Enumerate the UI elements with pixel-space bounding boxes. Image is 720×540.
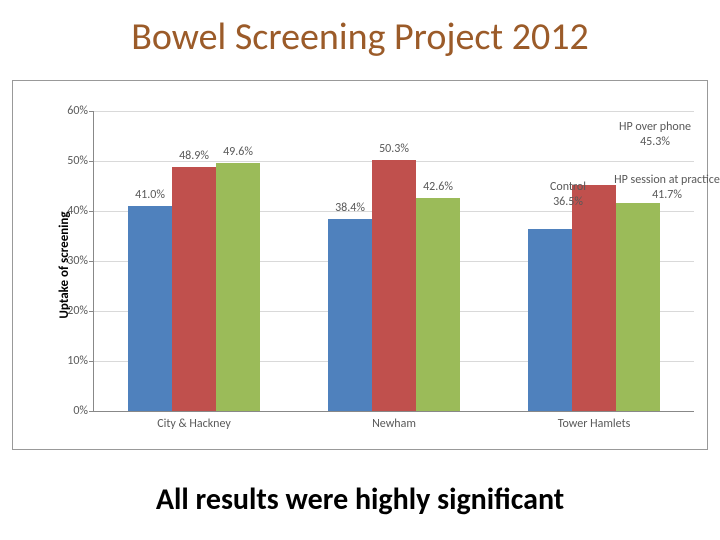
x-tick-label: City & Hackney [157,417,231,431]
y-tick-mark [89,161,94,162]
y-tick-mark [89,311,94,312]
bar-data-label: 42.6% [423,180,453,194]
footer-text: All results were highly significant [0,481,720,518]
bar [416,198,460,411]
y-tick-mark [89,211,94,212]
x-tick-label: Tower Hamlets [558,417,631,431]
y-tick-label: 20% [67,304,88,318]
bar [216,163,260,411]
bar-chart: Uptake of screening 0%10%20%30%40%50%60%… [12,80,708,450]
y-tick-label: 40% [67,204,88,218]
legend-label: HP over phone45.3% [619,120,691,150]
y-tick-mark [89,111,94,112]
bar [572,185,616,412]
plot-area: 0%10%20%30%40%50%60%City & Hackney41.0%4… [93,111,694,412]
grid-line [94,111,694,112]
y-tick-mark [89,411,94,412]
slide: Bowel Screening Project 2012 Uptake of s… [0,0,720,540]
bar [372,160,416,412]
bar-data-label: 48.9% [179,149,209,163]
y-tick-label: 10% [67,354,88,368]
page-title: Bowel Screening Project 2012 [0,14,720,60]
bar-data-label: 41.0% [135,188,165,202]
bar [616,203,660,412]
x-tick-label: Newham [372,417,416,431]
legend-label: HP session at practice41.7% [614,173,720,203]
bar [528,229,572,412]
y-tick-mark [89,361,94,362]
y-tick-mark [89,261,94,262]
bar-data-label: 38.4% [335,201,365,215]
y-tick-label: 0% [73,404,88,418]
legend-label: Control36.5% [550,180,586,210]
bar [172,167,216,412]
y-tick-label: 30% [67,254,88,268]
bar [328,219,372,411]
y-tick-label: 50% [67,154,88,168]
y-tick-label: 60% [67,104,88,118]
bar-data-label: 50.3% [379,142,409,156]
bar-data-label: 49.6% [223,145,253,159]
bar [128,206,172,411]
